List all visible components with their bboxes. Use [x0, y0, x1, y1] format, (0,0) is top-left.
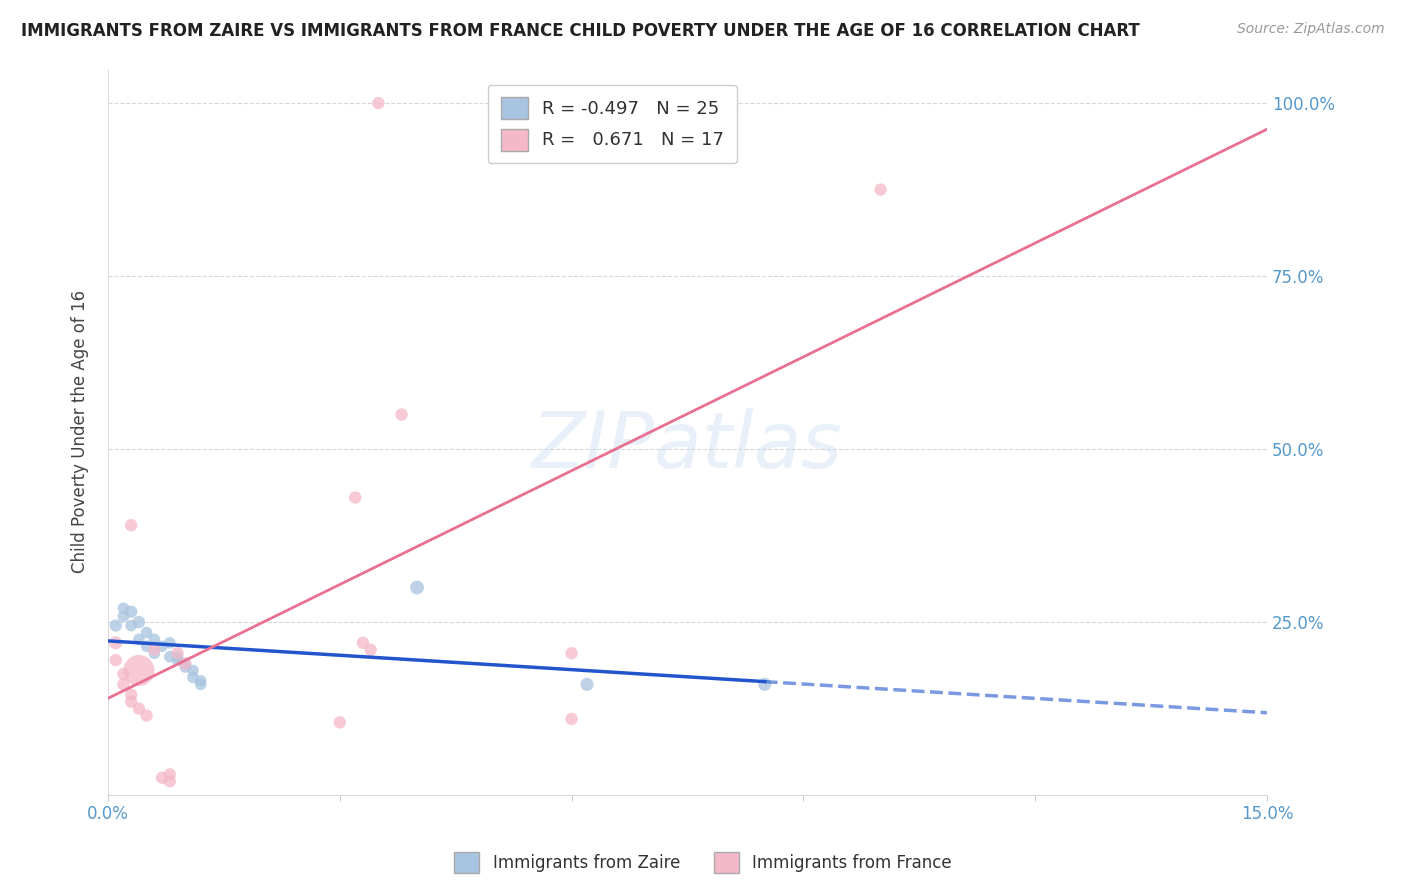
- Text: Source: ZipAtlas.com: Source: ZipAtlas.com: [1237, 22, 1385, 37]
- Point: [112, 677, 135, 691]
- Point: [120, 688, 142, 702]
- Point: [576, 677, 599, 691]
- Point: [120, 605, 142, 619]
- Point: [104, 636, 127, 650]
- Point: [128, 701, 150, 715]
- Point: [352, 636, 374, 650]
- Point: [174, 657, 197, 671]
- Point: [174, 657, 197, 671]
- Point: [329, 715, 352, 730]
- Point: [190, 677, 212, 691]
- Point: [104, 653, 127, 667]
- Point: [181, 670, 204, 684]
- Point: [150, 771, 173, 785]
- Point: [120, 518, 142, 533]
- Point: [166, 653, 188, 667]
- Point: [344, 491, 367, 505]
- Point: [869, 183, 891, 197]
- Legend: R = -0.497   N = 25, R =   0.671   N = 17: R = -0.497 N = 25, R = 0.671 N = 17: [488, 85, 737, 163]
- Point: [190, 673, 212, 688]
- Point: [159, 636, 181, 650]
- Point: [143, 642, 166, 657]
- Point: [104, 618, 127, 632]
- Point: [159, 767, 181, 781]
- Point: [159, 774, 181, 789]
- Point: [112, 601, 135, 615]
- Point: [128, 632, 150, 647]
- Point: [406, 581, 429, 595]
- Point: [181, 664, 204, 678]
- Point: [112, 667, 135, 681]
- Point: [391, 408, 413, 422]
- Point: [174, 660, 197, 674]
- Point: [166, 646, 188, 660]
- Text: ZIPatlas: ZIPatlas: [531, 409, 842, 484]
- Text: IMMIGRANTS FROM ZAIRE VS IMMIGRANTS FROM FRANCE CHILD POVERTY UNDER THE AGE OF 1: IMMIGRANTS FROM ZAIRE VS IMMIGRANTS FROM…: [21, 22, 1140, 40]
- Point: [159, 649, 181, 664]
- Point: [754, 677, 776, 691]
- Point: [150, 640, 173, 654]
- Point: [561, 646, 583, 660]
- Point: [143, 632, 166, 647]
- Point: [135, 625, 157, 640]
- Point: [360, 642, 382, 657]
- Point: [120, 695, 142, 709]
- Point: [166, 649, 188, 664]
- Point: [135, 640, 157, 654]
- Point: [128, 615, 150, 629]
- Point: [367, 96, 389, 111]
- Point: [143, 646, 166, 660]
- Legend: Immigrants from Zaire, Immigrants from France: Immigrants from Zaire, Immigrants from F…: [449, 846, 957, 880]
- Point: [112, 609, 135, 624]
- Y-axis label: Child Poverty Under the Age of 16: Child Poverty Under the Age of 16: [72, 290, 89, 574]
- Point: [561, 712, 583, 726]
- Point: [135, 708, 157, 723]
- Point: [128, 664, 150, 678]
- Point: [120, 618, 142, 632]
